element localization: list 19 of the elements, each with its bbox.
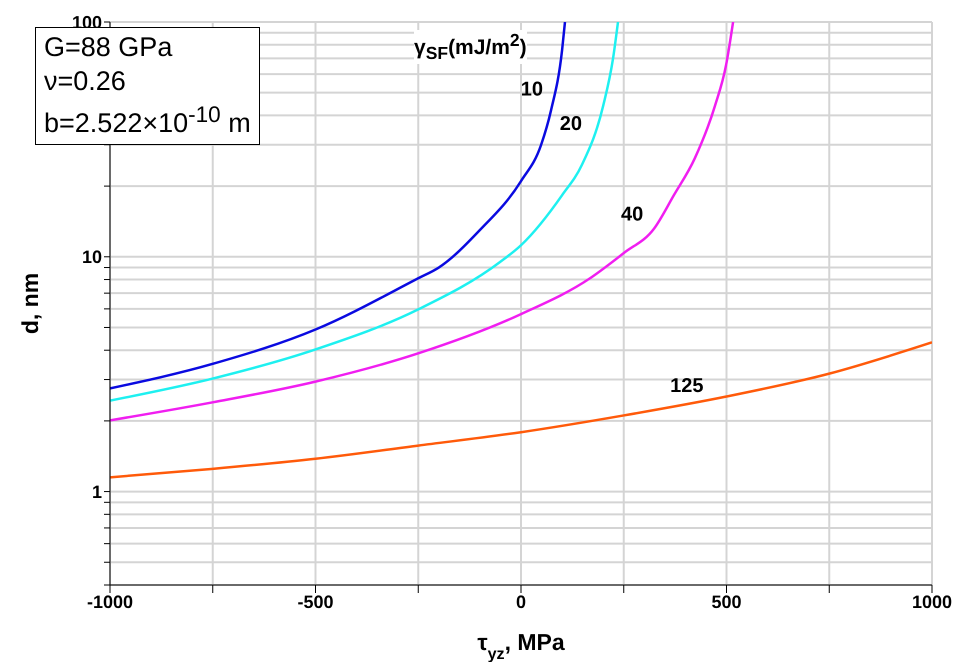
x-tick-label: 0 bbox=[516, 592, 526, 612]
y-tick-label: 10 bbox=[82, 247, 102, 268]
line-series bbox=[110, 341, 932, 479]
annotation: 40 bbox=[621, 203, 644, 226]
x-axis-title: τ$_{yz}$, MPa bbox=[477, 629, 565, 662]
annotation: 125 bbox=[670, 374, 704, 397]
x-tick-label: -500 bbox=[297, 592, 334, 612]
y-tick-label: 1 bbox=[92, 482, 102, 502]
annotation: 20 bbox=[560, 113, 582, 136]
y-axis-title: d, nm bbox=[17, 272, 43, 334]
annotation: b=2.522×10$^{-10}$ m bbox=[44, 101, 251, 140]
parameter-box: G=88 GPa ν=0.26 b=2.522×10$^{-10}$ m bbox=[35, 27, 260, 145]
x-tick-label: 500 bbox=[711, 592, 742, 612]
annotation: ν=0.26 bbox=[44, 65, 127, 98]
legend-title: γ$_{SF}$(mJ/m$^{2}$) bbox=[414, 30, 527, 64]
annotation: G=88 GPa bbox=[44, 31, 174, 64]
x-tick-label: 1000 bbox=[912, 592, 952, 612]
annotation: 10 bbox=[520, 78, 544, 100]
x-tick-label: -1000 bbox=[86, 592, 134, 612]
